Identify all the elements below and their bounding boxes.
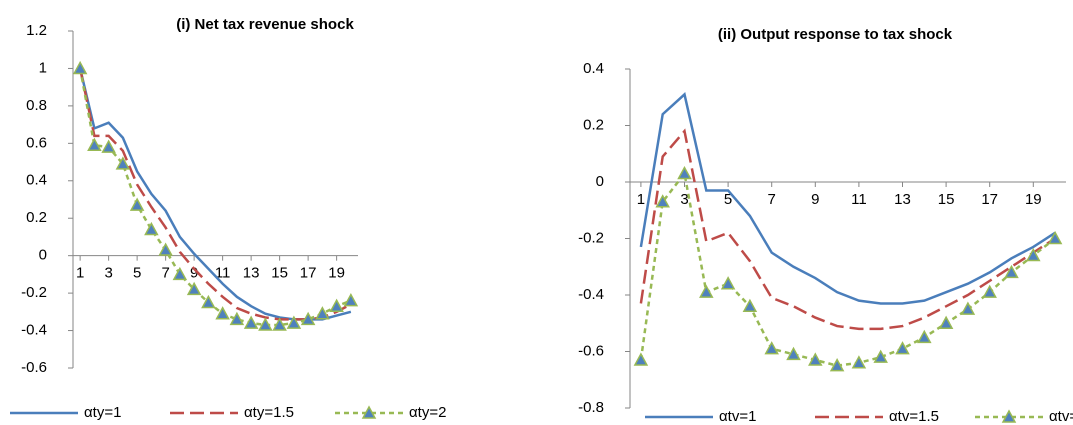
- series-line: [639, 128, 1056, 331]
- x-tick-label: 1: [637, 191, 645, 208]
- marker: [655, 194, 670, 208]
- y-tick-label: 0.2: [26, 209, 47, 226]
- marker: [215, 306, 230, 320]
- legend-label: αty=2: [409, 404, 446, 421]
- marker: [329, 298, 344, 312]
- x-tick-label: 13: [243, 265, 260, 282]
- y-tick-label: 0: [596, 173, 604, 190]
- marker: [699, 284, 714, 298]
- x-tick-label: 13: [894, 191, 911, 208]
- legend-label: αty=1.5: [244, 404, 294, 421]
- marker: [129, 197, 145, 211]
- marker: [243, 315, 259, 329]
- y-tick-label: 1.2: [26, 22, 47, 39]
- x-tick-label: 19: [328, 265, 345, 282]
- marker: [87, 137, 102, 151]
- marker: [895, 341, 910, 355]
- marker: [851, 355, 867, 369]
- x-tick-label: 15: [271, 265, 288, 282]
- y-tick-label: 0: [39, 247, 47, 264]
- marker: [808, 352, 823, 366]
- marker: [144, 221, 159, 236]
- y-tick-label: -0.6: [21, 359, 47, 376]
- x-tick-label: 3: [104, 265, 112, 282]
- marker: [286, 315, 302, 329]
- y-tick-label: -0.2: [578, 229, 604, 246]
- y-tick-label: 0.2: [583, 116, 604, 133]
- x-tick-label: 9: [190, 265, 198, 282]
- marker: [258, 317, 273, 331]
- series-line: [78, 68, 352, 321]
- marker: [960, 301, 976, 315]
- legend-label: αty=1: [84, 404, 121, 421]
- marker: [72, 60, 88, 75]
- chart-title: (ii) Output response to tax shock: [718, 26, 953, 43]
- marker: [300, 311, 316, 326]
- x-tick-label: 17: [300, 265, 317, 282]
- x-tick-label: 5: [133, 265, 141, 282]
- marker: [742, 298, 758, 313]
- x-tick-label: 7: [161, 265, 169, 282]
- legend-label: αtv=2: [1049, 408, 1073, 425]
- y-tick-label: -0.8: [578, 399, 604, 416]
- marker: [1047, 230, 1063, 245]
- marker: [720, 276, 736, 290]
- chart-title: (i) Net tax revenue shock: [176, 16, 354, 33]
- marker: [201, 294, 216, 309]
- marker: [917, 329, 932, 344]
- y-tick-label: 0.4: [26, 172, 47, 189]
- y-tick-label: 0.4: [583, 60, 604, 77]
- y-tick-label: 1: [39, 59, 47, 76]
- marker: [272, 317, 287, 331]
- marker: [829, 358, 845, 372]
- series-line: [639, 170, 1056, 367]
- legend-marker: [361, 405, 377, 419]
- x-tick-label: 5: [724, 191, 732, 208]
- marker: [1026, 247, 1041, 262]
- x-tick-label: 1: [76, 265, 84, 282]
- marker: [158, 242, 173, 256]
- marker: [172, 266, 188, 281]
- x-tick-label: 17: [981, 191, 998, 208]
- y-tick-label: -0.4: [21, 322, 47, 339]
- marker: [633, 352, 649, 366]
- x-tick-label: 19: [1025, 191, 1042, 208]
- marker: [186, 281, 202, 296]
- marker: [786, 346, 801, 361]
- marker: [982, 284, 997, 298]
- x-tick-label: 15: [938, 191, 955, 208]
- x-tick-label: 9: [811, 191, 819, 208]
- marker: [229, 311, 245, 326]
- marker: [101, 139, 116, 153]
- series-line: [78, 68, 352, 327]
- legend-label: αtv=1.5: [889, 408, 939, 425]
- legend-marker: [1001, 409, 1017, 423]
- marker: [1004, 264, 1019, 279]
- marker: [873, 349, 888, 363]
- x-tick-label: 3: [680, 191, 688, 208]
- marker: [677, 165, 692, 180]
- x-tick-label: 7: [768, 191, 776, 208]
- marker: [764, 341, 779, 355]
- x-tick-label: 11: [215, 265, 231, 282]
- y-tick-label: 0.6: [26, 134, 47, 151]
- y-tick-label: -0.4: [578, 286, 604, 303]
- y-tick-label: 0.8: [26, 97, 47, 114]
- y-tick-label: -0.6: [578, 342, 604, 359]
- marker: [343, 293, 359, 307]
- legend-label: αtv=1: [719, 408, 756, 425]
- marker: [115, 156, 131, 170]
- series-line: [639, 92, 1056, 305]
- marker: [315, 306, 330, 320]
- x-tick-label: 11: [851, 191, 867, 208]
- y-tick-label: -0.2: [21, 284, 47, 301]
- marker: [938, 315, 954, 329]
- series-line: [78, 68, 352, 321]
